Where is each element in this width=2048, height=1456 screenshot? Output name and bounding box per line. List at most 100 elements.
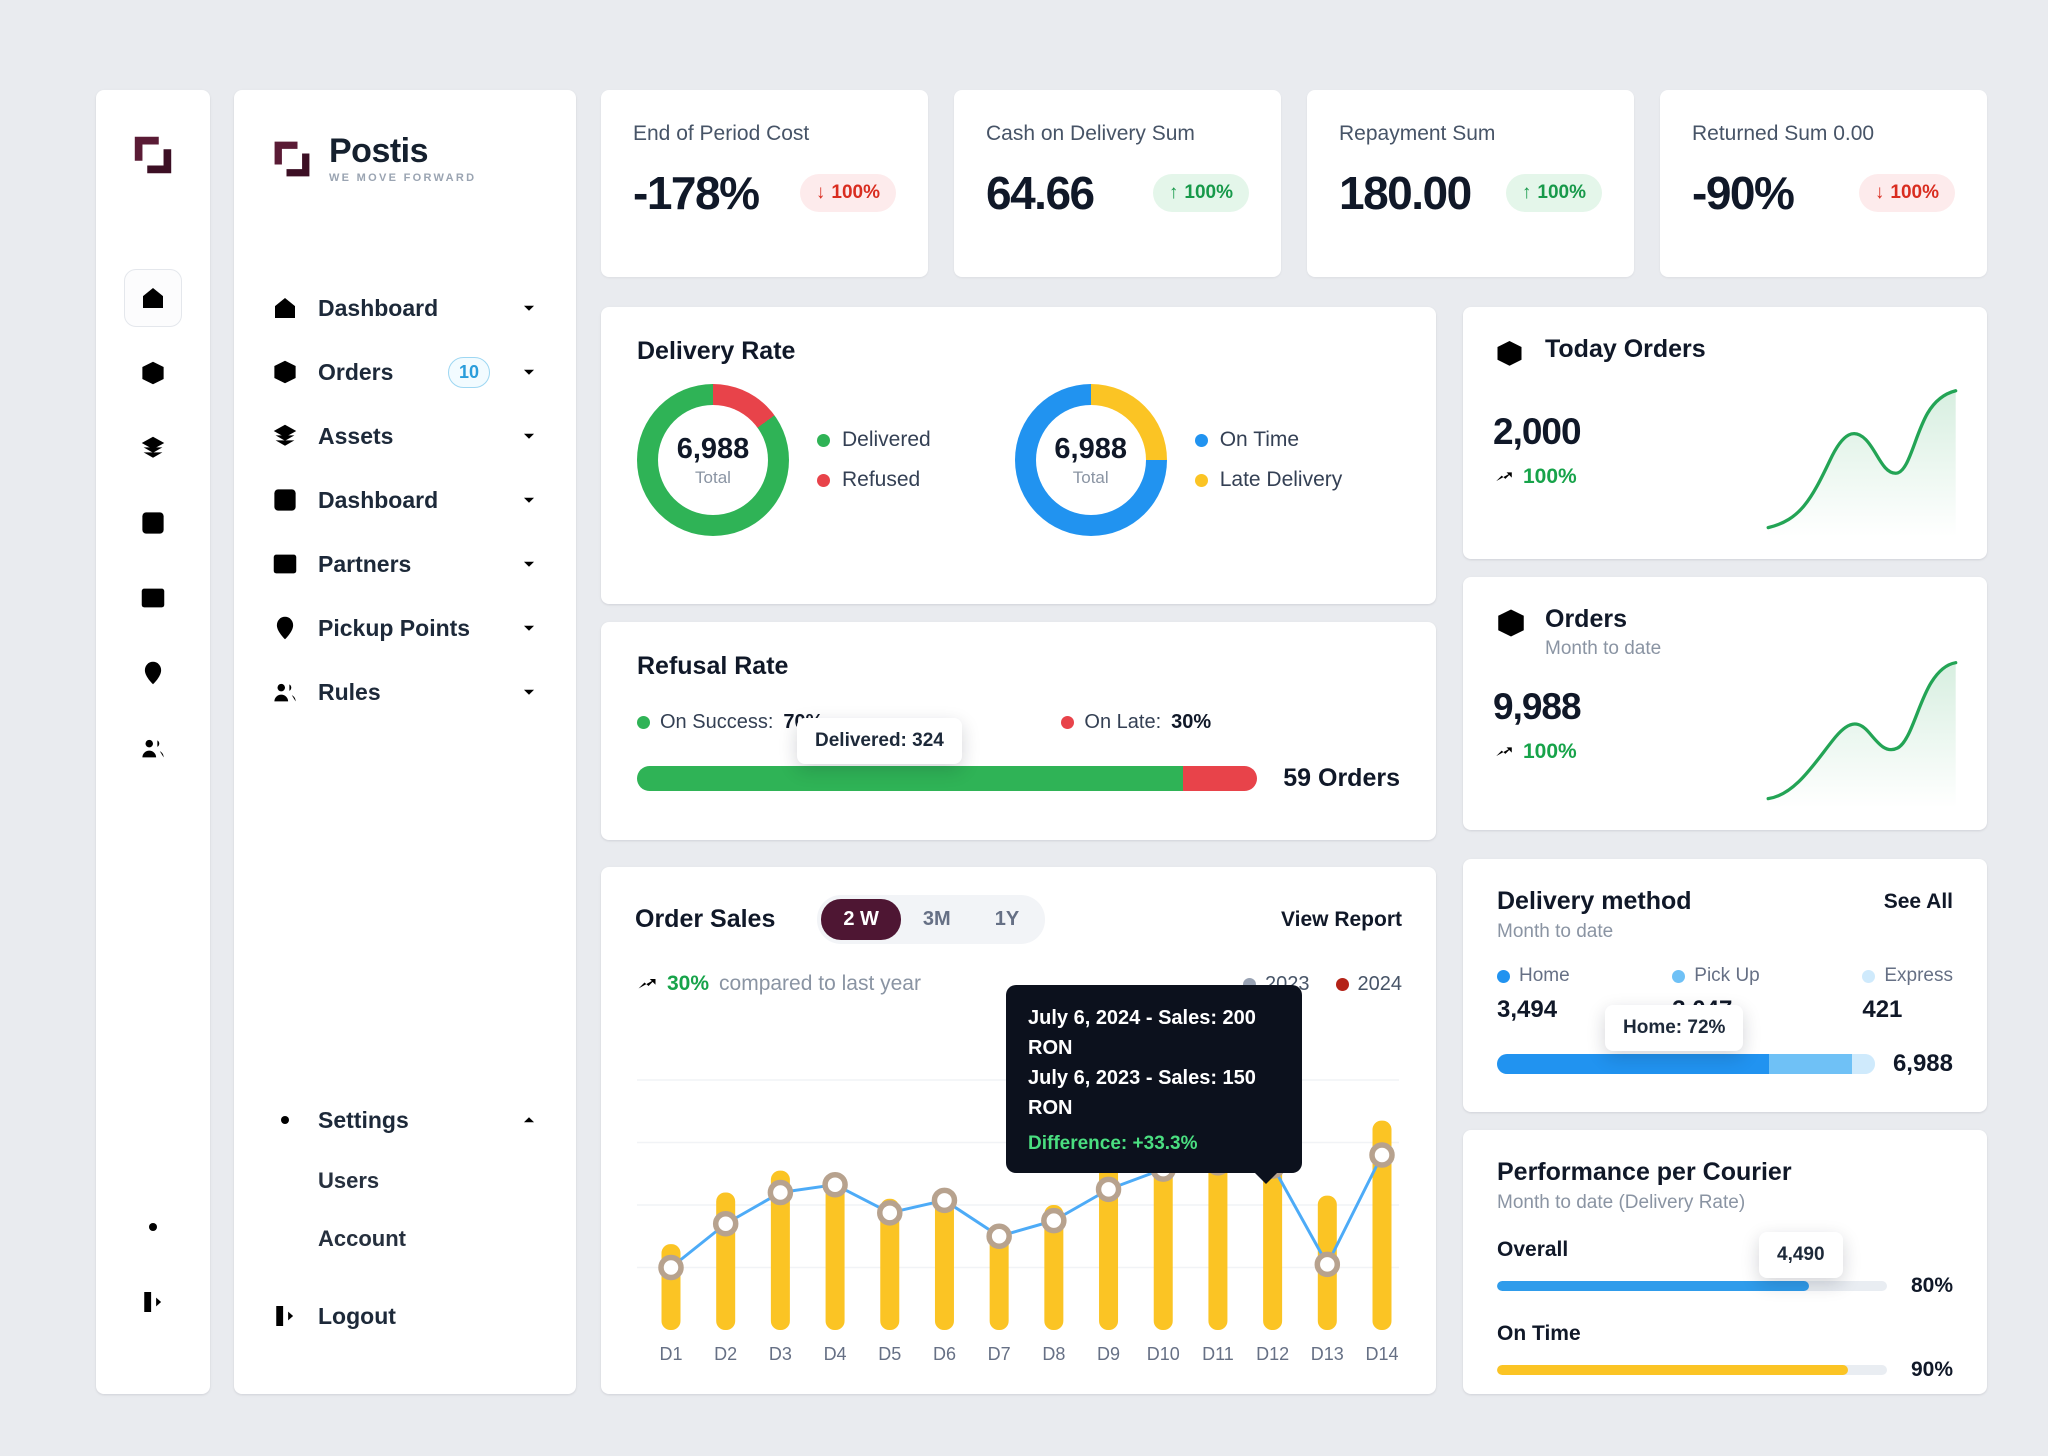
sidebar-nav: Dashboard Orders 10 Assets Dashboard [270,276,540,724]
card-title: Performance per Courier [1497,1158,1792,1186]
overall-progress-bar[interactable] [1497,1281,1887,1291]
legend-dot [637,716,650,729]
brand-tagline: WE MOVE FORWARD [329,172,477,184]
home-share-tooltip: Home: 72% [1605,1005,1744,1051]
location-pin-icon [270,613,300,643]
sidebar-item-label: Partners [318,550,412,577]
box-icon [1493,605,1529,641]
rail-assets-button[interactable] [124,419,182,477]
sidebar-item-logout[interactable]: Logout [270,1284,540,1348]
performance-row-overall: Overall 80% [1497,1238,1953,1297]
orders-mtd-sparkline [1766,661,1958,808]
method-express-value: 421 [1862,996,1903,1023]
kpi-change-badge: ↓ 100% [799,174,896,212]
range-tab-2w[interactable]: 2 W [821,899,901,940]
on-time-progress-bar[interactable] [1497,1365,1887,1375]
trend-up-icon [635,972,659,996]
kpi-change-value: 100% [831,182,880,203]
chevron-down-icon [518,553,540,575]
sidebar: Postis WE MOVE FORWARD Dashboard Orders … [234,90,576,1394]
sidebar-item-partners[interactable]: Partners [270,532,540,596]
kpi-change-badge: ↑ 100% [1505,174,1602,212]
chevron-down-icon [518,361,540,383]
rail-dashboard-button[interactable] [124,269,182,327]
tooltip-difference: Difference: +33.3% [1028,1133,1198,1154]
logout-icon [138,1287,168,1317]
sidebar-item-label: Assets [318,422,394,449]
view-report-link[interactable]: View Report [1281,907,1402,931]
kpi-card-returned-sum: Returned Sum 0.00 -90% ↓ 100% [1660,90,1987,277]
legend-dot [1862,969,1876,983]
refusal-refused-segment [1182,766,1258,791]
arrow-down-icon: ↓ [1874,182,1885,203]
delivery-status-donut-chart[interactable]: 6,988 Total [637,384,789,536]
sidebar-item-label: Pickup Points [318,614,471,641]
subitem-label: Users [318,1168,380,1193]
card-subtitle: Month to date (Delivery Rate) [1497,1192,1746,1213]
see-all-link[interactable]: See All [1883,889,1953,913]
gear-icon [138,1212,168,1242]
donut-total: 6,988 [1054,432,1127,465]
sidebar-item-rules[interactable]: Rules [270,660,540,724]
chevron-down-icon [518,681,540,703]
rail-settings-button[interactable] [124,1198,182,1256]
legend-dot [817,473,830,487]
rail-analytics-button[interactable] [124,494,182,552]
overall-percent: 80% [1910,1274,1953,1297]
postis-logo-icon[interactable] [130,132,176,183]
rail-pickup-points-button[interactable] [124,644,182,702]
sidebar-subitem-users[interactable]: Users [270,1152,540,1210]
rail-logout-button[interactable] [124,1273,182,1331]
refusal-progress[interactable] [637,766,1258,791]
postis-logo-icon [274,141,310,177]
svg-text:D10: D10 [1147,1344,1180,1364]
delivered-tooltip: Delivered: 324 [797,718,962,764]
legend-dot [1335,977,1349,991]
sidebar-item-pickup-points[interactable]: Pickup Points [270,596,540,660]
id-card-icon [270,549,300,579]
delivery-timing-donut-group: 6,988 Total On Time Late Delivery [1014,384,1342,536]
svg-text:D6: D6 [933,1344,956,1364]
legend-item-delivered: Delivered [817,428,931,452]
sidebar-item-dashboard[interactable]: Dashboard [270,276,540,340]
refusal-success-segment [637,766,1183,791]
overall-count-tooltip: 4,490 [1759,1232,1843,1278]
card-title: Orders [1545,605,1627,633]
sidebar-item-assets[interactable]: Assets [270,404,540,468]
today-orders-change: 100% [1493,465,1957,489]
range-tab-3m[interactable]: 3M [901,899,973,940]
kpi-card-cash-on-delivery: Cash on Delivery Sum 64.66 ↑ 100% [954,90,1281,277]
range-tab-1y[interactable]: 1Y [973,899,1041,940]
sidebar-item-settings[interactable]: Settings [270,1088,540,1152]
sidebar-item-orders[interactable]: Orders 10 [270,340,540,404]
legend-item-2024[interactable]: 2024 [1335,973,1402,996]
rail-orders-button[interactable] [124,344,182,402]
delivery-timing-donut-chart[interactable]: 6,988 Total [1014,384,1167,536]
legend-dot [1194,473,1208,487]
rail-partners-button[interactable] [124,569,182,627]
rail-rules-button[interactable] [124,719,182,777]
kpi-change-badge: ↑ 100% [1152,174,1249,212]
svg-text:D12: D12 [1256,1344,1289,1364]
delivery-method-bar[interactable] [1497,1054,1875,1074]
tooltip-line-2024: July 6, 2024 - Sales: 200 RON [1028,1007,1256,1059]
arrow-up-icon: ↑ [1521,182,1532,203]
sidebar-bottom-group: Settings Users Account Logout [270,1088,540,1348]
orders-mtd-change: 100% [1493,740,1957,764]
users-icon [138,733,168,763]
kpi-value: 180.00 [1339,167,1472,219]
orders-count-label: 59 Orders [1283,764,1400,792]
brand-logo[interactable]: Postis WE MOVE FORWARD [270,134,540,184]
performance-row-on-time: On Time 90% [1497,1322,1953,1381]
today-orders-card: Today Orders 2,000 100% [1463,307,1987,559]
tooltip-line-2023: July 6, 2023 - Sales: 150 RON [1028,1067,1256,1119]
sidebar-item-dashboard-2[interactable]: Dashboard [270,468,540,532]
arrow-down-icon: ↓ [815,182,826,203]
card-title: Refusal Rate [637,652,789,680]
order-sales-chart[interactable]: D1 D2 D3 D4 D5 D6 D7 D8 D9 D10 D11 D12 D13 D14 [635,1034,1401,1366]
on-time-percent: 90% [1910,1358,1953,1381]
kpi-row: End of Period Cost -178% ↓ 100% Cash on D… [601,90,1987,277]
sidebar-subitem-account[interactable]: Account [270,1210,540,1268]
kpi-value: 64.66 [986,167,1095,219]
